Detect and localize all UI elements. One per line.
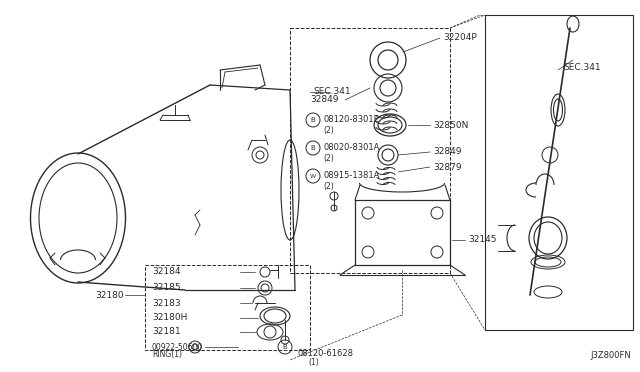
Text: B: B xyxy=(310,117,316,123)
Text: 32849: 32849 xyxy=(433,148,461,157)
Text: 32145: 32145 xyxy=(468,235,497,244)
Text: 32850N: 32850N xyxy=(433,121,468,129)
Text: (1): (1) xyxy=(308,357,319,366)
Text: 32185: 32185 xyxy=(152,283,180,292)
Text: RING(1): RING(1) xyxy=(152,350,182,359)
Text: 00922-50600: 00922-50600 xyxy=(152,343,204,352)
Text: SEC.341: SEC.341 xyxy=(313,87,351,96)
Text: 32180: 32180 xyxy=(95,291,124,299)
Text: (2): (2) xyxy=(323,125,333,135)
Text: 32181: 32181 xyxy=(152,327,180,337)
Text: 08020-8301A: 08020-8301A xyxy=(323,144,380,153)
Text: W: W xyxy=(310,173,316,179)
Text: 08915-1381A: 08915-1381A xyxy=(323,171,380,180)
Text: (2): (2) xyxy=(323,182,333,190)
Text: 32204P: 32204P xyxy=(443,33,477,42)
Text: 08120-8301E: 08120-8301E xyxy=(323,115,379,125)
Text: 32879: 32879 xyxy=(433,163,461,171)
Text: J3Z800FN: J3Z800FN xyxy=(590,350,631,359)
Text: 32184: 32184 xyxy=(152,267,180,276)
Text: 32180H: 32180H xyxy=(152,314,188,323)
Text: B: B xyxy=(283,344,287,350)
Text: 32183: 32183 xyxy=(152,298,180,308)
Text: SEC.341: SEC.341 xyxy=(563,64,600,73)
Text: B: B xyxy=(310,145,316,151)
Text: 32849: 32849 xyxy=(310,96,339,105)
Text: 08120-61628: 08120-61628 xyxy=(298,350,354,359)
Text: (2): (2) xyxy=(323,154,333,163)
